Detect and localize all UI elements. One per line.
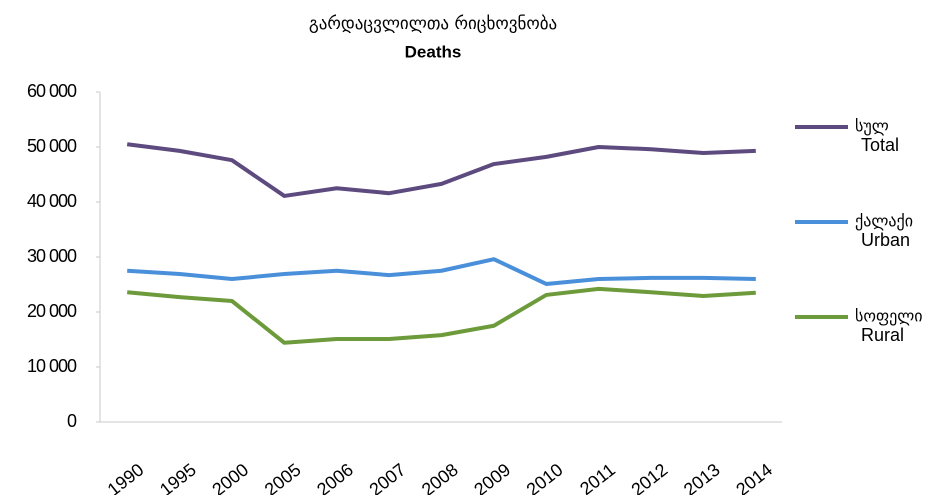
x-tick-label: 2010 — [523, 459, 567, 495]
legend-label-ka: ქალაქი — [855, 212, 913, 231]
x-tick-label: 2000 — [208, 459, 252, 495]
legend-label-ka: სულ — [855, 117, 889, 136]
series-line — [127, 286, 756, 345]
x-tick-label: 1995 — [156, 459, 200, 495]
legend-label-ka: სოფელი — [855, 307, 923, 326]
legend-label: Rural — [861, 325, 904, 345]
x-tick-label: 2011 — [576, 459, 619, 495]
x-tick-label: 2008 — [418, 459, 462, 495]
series-line — [127, 257, 756, 286]
legend-label: Urban — [861, 230, 910, 250]
y-tick-label: 10 000 — [27, 356, 77, 376]
x-tick-label: 2006 — [313, 459, 357, 495]
x-tick-label: 2009 — [470, 459, 514, 495]
legend-label: Total — [861, 135, 899, 155]
y-tick-label: 50 000 — [27, 136, 77, 156]
chart-subtitle: Deaths — [405, 42, 462, 61]
x-tick-label: 2013 — [680, 459, 724, 495]
y-tick-label: 30 000 — [27, 246, 77, 266]
chart-title: გარდაცვლილთა რიცხოვნობა — [309, 14, 557, 34]
x-tick-label: 1990 — [104, 459, 148, 495]
series-line — [126, 142, 756, 198]
y-tick-label: 60 000 — [27, 81, 77, 101]
x-tick-label: 2014 — [732, 459, 776, 495]
x-tick-label: 2005 — [261, 459, 305, 495]
x-tick-label: 2012 — [627, 459, 671, 495]
y-tick-label: 20 000 — [27, 301, 77, 321]
x-tick-label: 2007 — [366, 459, 410, 495]
y-tick-label: 40 000 — [27, 191, 77, 211]
y-tick-label: 0 — [67, 411, 77, 431]
